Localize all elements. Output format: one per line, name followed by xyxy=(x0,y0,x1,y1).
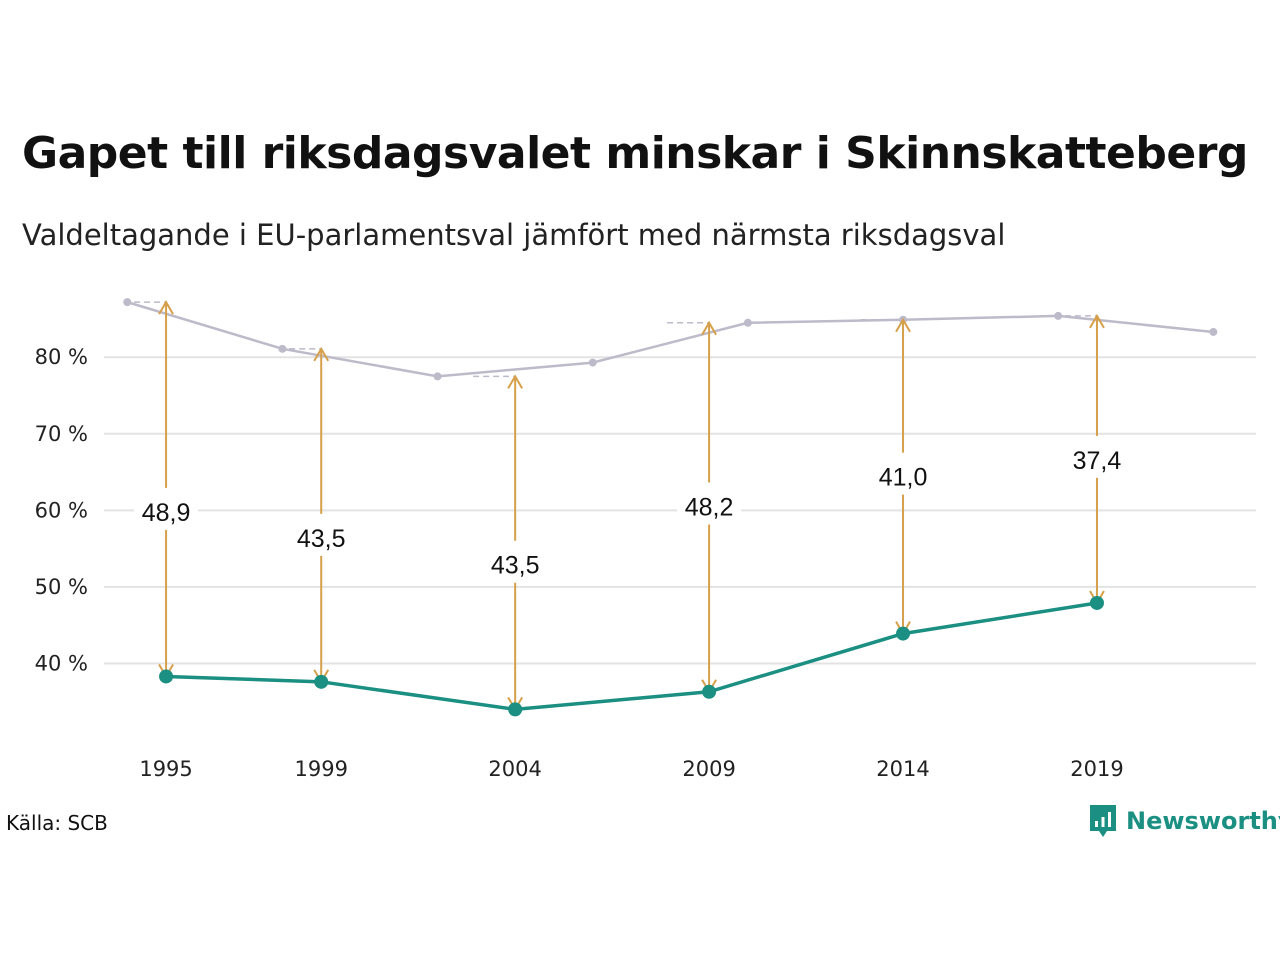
gap-label-bg xyxy=(289,515,354,552)
gap-label-bg xyxy=(677,484,742,521)
eu-point xyxy=(702,684,717,699)
gap-label: 37,4 xyxy=(1073,447,1122,475)
gap-label: 43,5 xyxy=(297,525,346,553)
x-tick-label: 2009 xyxy=(682,757,735,781)
x-tick-label: 2014 xyxy=(876,757,929,781)
riksdag-point xyxy=(743,318,752,327)
x-tick-label: 2004 xyxy=(488,757,541,781)
x-tick-label: 2019 xyxy=(1070,757,1123,781)
y-tick-label: 40 % xyxy=(35,651,88,675)
gap-arrow-head xyxy=(507,374,524,389)
gap-label: 48,2 xyxy=(685,494,734,522)
riksdag-point xyxy=(433,372,442,381)
eu-point xyxy=(896,626,911,641)
chart-subtitle: Valdeltagande i EU-parlamentsval jämfört… xyxy=(22,218,1006,252)
gap-arrow-head xyxy=(895,317,911,333)
x-tick-label: 1999 xyxy=(294,757,347,781)
x-tick-label: 1995 xyxy=(139,757,192,781)
eu-point xyxy=(314,674,329,689)
riksdag-point xyxy=(1209,327,1218,336)
gap-label: 48,9 xyxy=(142,499,191,527)
y-tick-label: 50 % xyxy=(35,575,88,599)
y-tick-label: 70 % xyxy=(35,422,88,446)
eu-point xyxy=(159,669,174,684)
eu-point xyxy=(1089,595,1104,610)
y-tick-label: 60 % xyxy=(35,498,88,522)
riksdag-line xyxy=(126,300,1214,378)
gap-label: 41,0 xyxy=(879,464,928,492)
gap-label-bg xyxy=(483,542,548,579)
gap-label-bg xyxy=(871,454,936,491)
riksdag-point xyxy=(588,358,597,367)
gap-arrow-head xyxy=(158,300,174,315)
eu-line xyxy=(166,601,1098,712)
brand-logo[interactable]: Newsworthy xyxy=(1088,803,1280,839)
gap-label-bg xyxy=(134,489,199,526)
y-tick-label: 80 % xyxy=(35,345,88,369)
gap-arrow-head xyxy=(701,320,717,336)
gap-label: 43,5 xyxy=(491,552,540,580)
brand-name: Newsworthy xyxy=(1126,807,1280,835)
newsworthy-logo-icon xyxy=(1090,805,1116,837)
gap-label-bg xyxy=(1064,437,1129,474)
chart-title: Gapet till riksdagsvalet minskar i Skinn… xyxy=(22,128,1248,179)
eu-point xyxy=(508,702,523,717)
source-note: Källa: SCB xyxy=(6,811,108,835)
gap-arrow-head xyxy=(1089,313,1105,329)
gap-arrow-head xyxy=(313,346,330,362)
